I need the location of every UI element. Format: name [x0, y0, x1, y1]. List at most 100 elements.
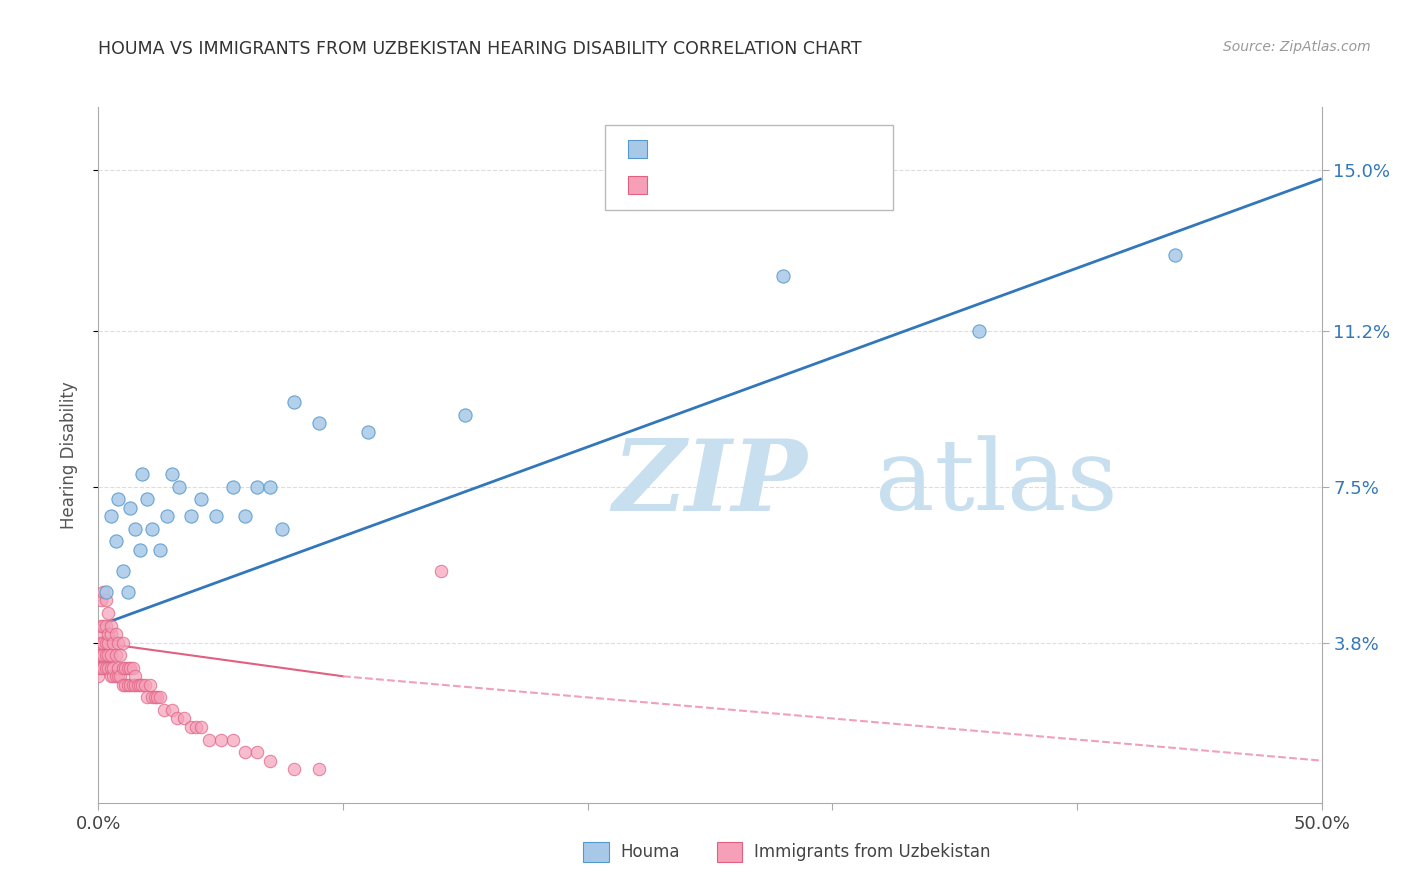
- Point: [97, 648, 120, 663]
- Text: R =  0.743   N = 31: R = 0.743 N = 31: [655, 142, 838, 156]
- Point: [270, 522, 294, 536]
- Point: [131, 678, 153, 692]
- Point: [149, 690, 172, 705]
- Point: [97, 627, 120, 641]
- Point: [233, 745, 256, 759]
- Point: [120, 678, 142, 692]
- Point: [160, 467, 183, 481]
- Point: [205, 509, 228, 524]
- Point: [97, 606, 120, 620]
- Text: Source: ZipAtlas.com: Source: ZipAtlas.com: [1223, 40, 1371, 54]
- Point: [97, 635, 120, 649]
- Point: [308, 762, 330, 776]
- Point: [146, 690, 169, 705]
- Point: [90, 635, 112, 649]
- Point: [180, 509, 202, 524]
- Point: [356, 425, 378, 439]
- Point: [101, 635, 124, 649]
- Text: atlas: atlas: [875, 435, 1118, 531]
- Point: [156, 509, 179, 524]
- Point: [101, 669, 124, 683]
- Point: [136, 690, 159, 705]
- Point: [259, 754, 281, 768]
- Point: [141, 690, 163, 705]
- Point: [87, 669, 110, 683]
- Point: [111, 678, 134, 692]
- Point: [111, 635, 134, 649]
- Point: [90, 618, 112, 632]
- Point: [454, 408, 477, 422]
- Point: [87, 648, 110, 663]
- Point: [104, 648, 127, 663]
- Point: [197, 732, 219, 747]
- Point: [149, 542, 172, 557]
- Point: [94, 661, 117, 675]
- Point: [967, 324, 990, 338]
- Point: [222, 732, 245, 747]
- Point: [107, 661, 129, 675]
- Text: Immigrants from Uzbekistan: Immigrants from Uzbekistan: [754, 843, 990, 861]
- Point: [110, 648, 132, 663]
- Point: [100, 627, 122, 641]
- Point: [94, 585, 117, 599]
- Point: [124, 522, 146, 536]
- Point: [107, 669, 129, 683]
- Point: [131, 467, 153, 481]
- Point: [120, 500, 142, 515]
- Point: [94, 648, 117, 663]
- Point: [100, 669, 122, 683]
- Point: [134, 678, 156, 692]
- Point: [283, 395, 305, 409]
- Point: [141, 522, 163, 536]
- Point: [117, 661, 139, 675]
- Point: [121, 678, 143, 692]
- Point: [129, 678, 152, 692]
- Point: [104, 534, 127, 549]
- Point: [124, 678, 146, 692]
- Point: [121, 661, 143, 675]
- Point: [246, 479, 269, 493]
- Point: [180, 720, 202, 734]
- Y-axis label: Hearing Disability: Hearing Disability: [59, 381, 77, 529]
- Point: [772, 268, 794, 283]
- Point: [101, 661, 124, 675]
- Text: Houma: Houma: [620, 843, 679, 861]
- Point: [246, 745, 269, 759]
- Point: [186, 720, 208, 734]
- Point: [87, 627, 110, 641]
- Point: [110, 669, 132, 683]
- Point: [127, 678, 149, 692]
- Point: [90, 593, 112, 607]
- Point: [160, 703, 183, 717]
- Point: [91, 661, 114, 675]
- Point: [283, 762, 305, 776]
- Point: [91, 585, 114, 599]
- Point: [124, 669, 146, 683]
- Point: [94, 618, 117, 632]
- Point: [111, 661, 134, 675]
- Point: [153, 703, 176, 717]
- Point: [100, 509, 122, 524]
- Point: [100, 618, 122, 632]
- Point: [97, 661, 120, 675]
- Point: [100, 648, 122, 663]
- Point: [166, 711, 188, 725]
- Point: [114, 678, 136, 692]
- Point: [233, 509, 256, 524]
- Point: [259, 479, 281, 493]
- Point: [209, 732, 232, 747]
- Point: [91, 618, 114, 632]
- Point: [114, 661, 136, 675]
- Point: [90, 661, 112, 675]
- Point: [117, 585, 139, 599]
- Point: [91, 635, 114, 649]
- Point: [139, 678, 162, 692]
- Point: [1164, 247, 1187, 261]
- Point: [308, 417, 330, 431]
- Point: [94, 593, 117, 607]
- Point: [190, 492, 212, 507]
- Point: [143, 690, 166, 705]
- Point: [117, 678, 139, 692]
- Point: [91, 648, 114, 663]
- Point: [111, 564, 134, 578]
